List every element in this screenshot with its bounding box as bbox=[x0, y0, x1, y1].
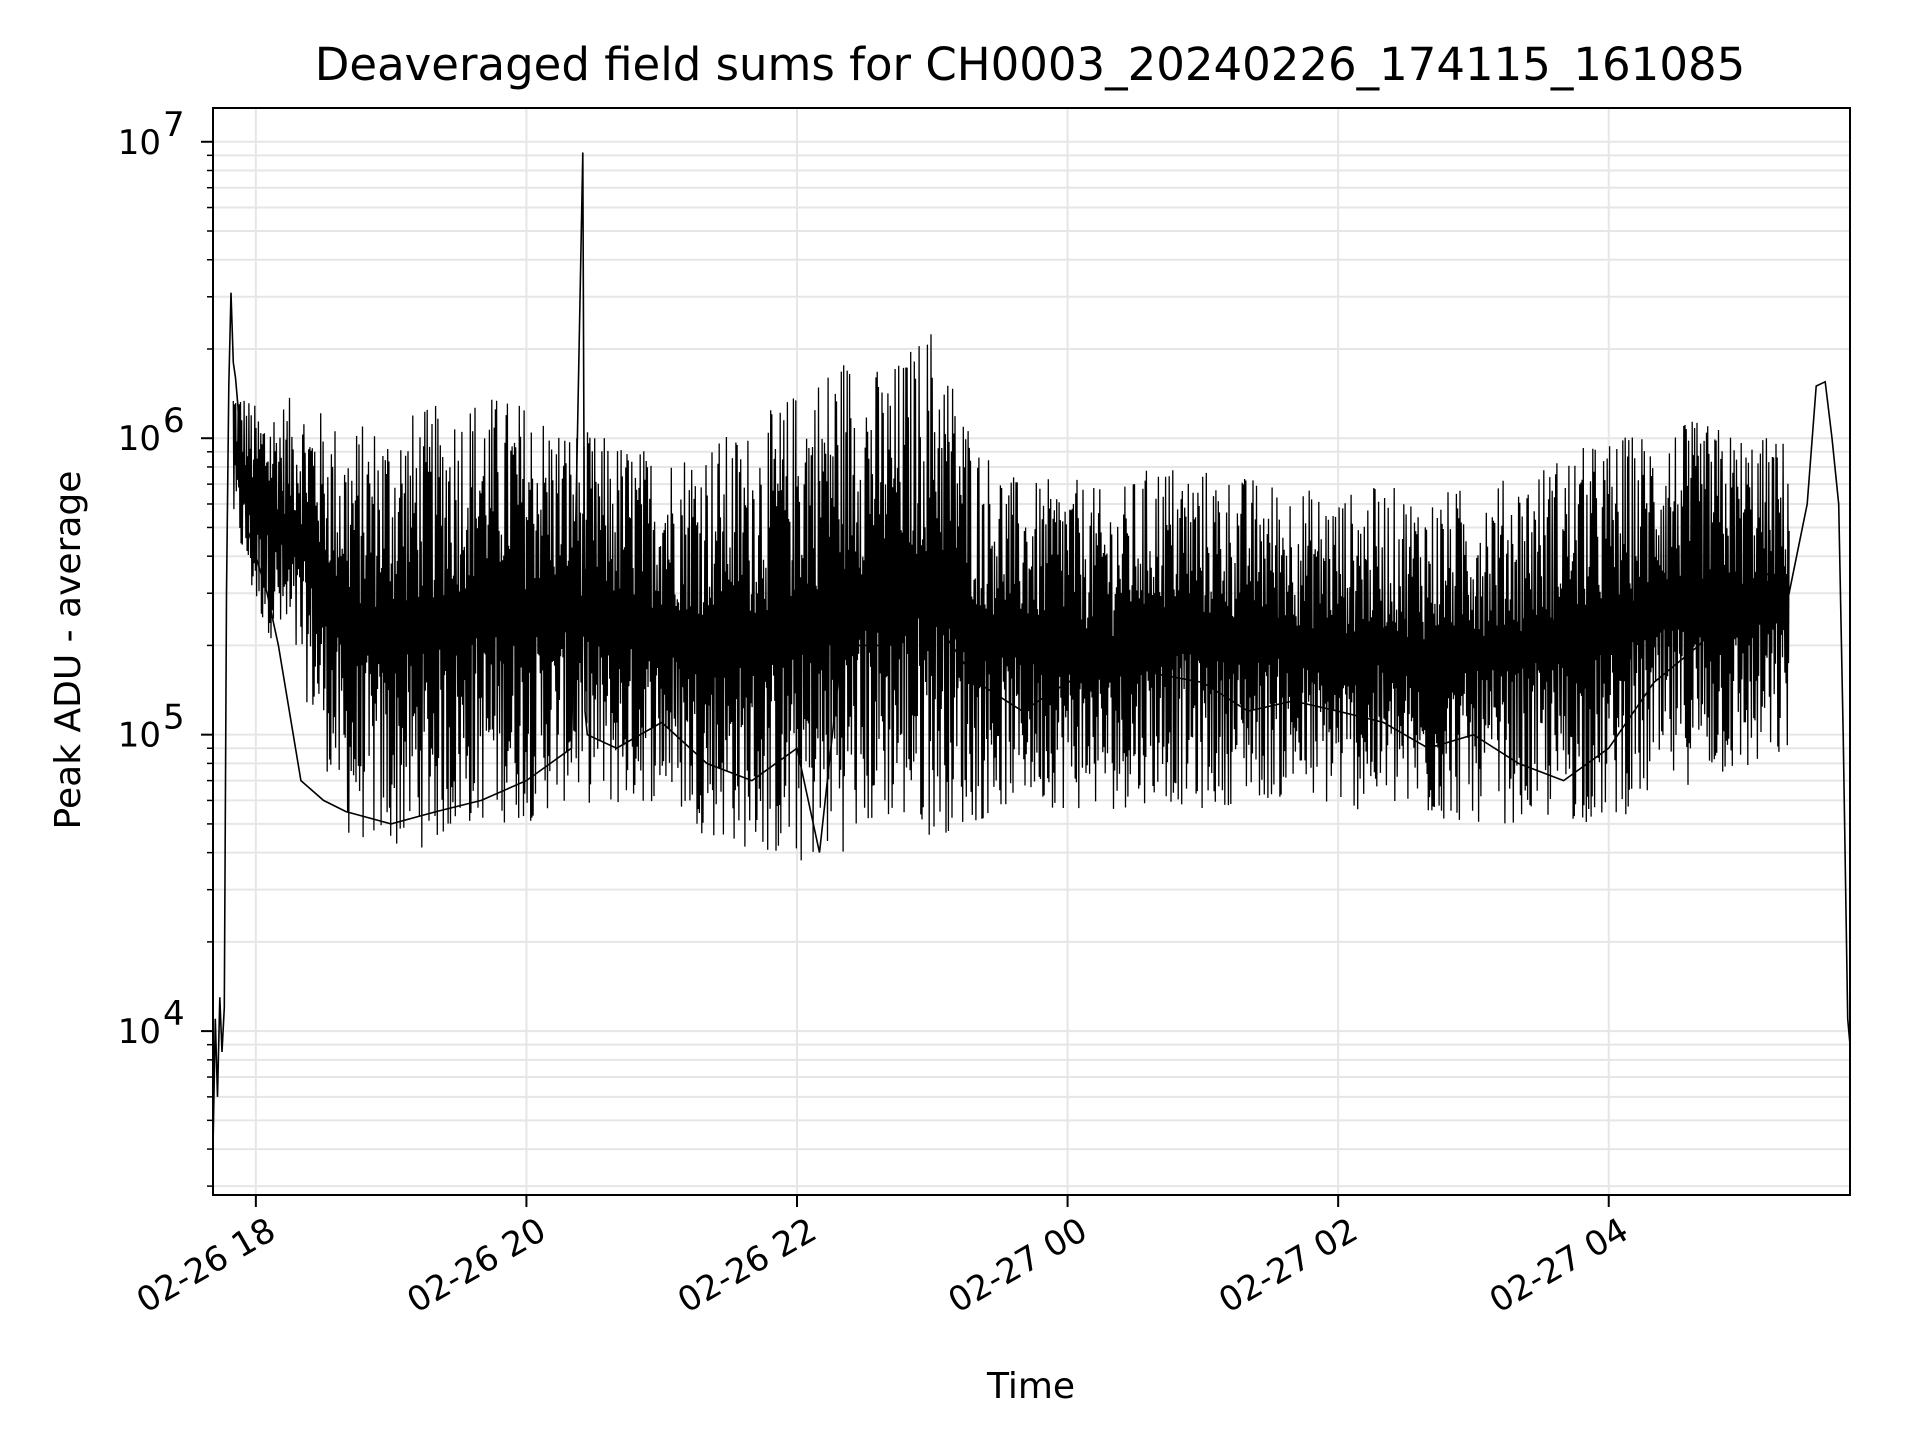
y-tick-label: 10 bbox=[118, 419, 161, 459]
data-series-line bbox=[213, 152, 1850, 1150]
y-tick-exponent: 6 bbox=[163, 401, 185, 441]
x-tick-label: 02-26 18 bbox=[130, 1210, 282, 1321]
y-tick-exponent: 4 bbox=[163, 994, 185, 1034]
y-tick-label: 10 bbox=[118, 716, 161, 756]
x-axis-ticks: 02-26 18 02-26 20 02-26 22 02-27 00 02-27 02… bbox=[130, 1195, 1635, 1321]
y-tick-label: 10 bbox=[118, 123, 161, 163]
x-tick-label: 02-27 04 bbox=[1483, 1210, 1635, 1321]
y-axis-label: Peak ADU - average bbox=[48, 471, 89, 830]
plot-area bbox=[213, 152, 1850, 1150]
plot-frame bbox=[212, 107, 1851, 1196]
x-tick-label: 02-27 02 bbox=[1212, 1210, 1364, 1321]
chart-title: Deaveraged field sums for CH0003_2024022… bbox=[315, 38, 1745, 91]
y-tick-label: 10 bbox=[118, 1012, 161, 1052]
x-tick-label: 02-27 00 bbox=[942, 1210, 1094, 1321]
x-tick-label: 02-26 22 bbox=[671, 1210, 823, 1321]
x-axis-label: Time bbox=[986, 1366, 1075, 1407]
data-noise-band bbox=[232, 334, 1790, 861]
x-tick-label: 02-26 20 bbox=[401, 1210, 553, 1321]
y-tick-exponent: 7 bbox=[163, 105, 185, 145]
y-tick-exponent: 5 bbox=[163, 698, 185, 738]
grid-major bbox=[213, 108, 1850, 1195]
